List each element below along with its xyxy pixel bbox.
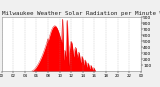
- Text: Milwaukee Weather Solar Radiation per Minute W/m2 (Last 24 Hours): Milwaukee Weather Solar Radiation per Mi…: [2, 11, 160, 16]
